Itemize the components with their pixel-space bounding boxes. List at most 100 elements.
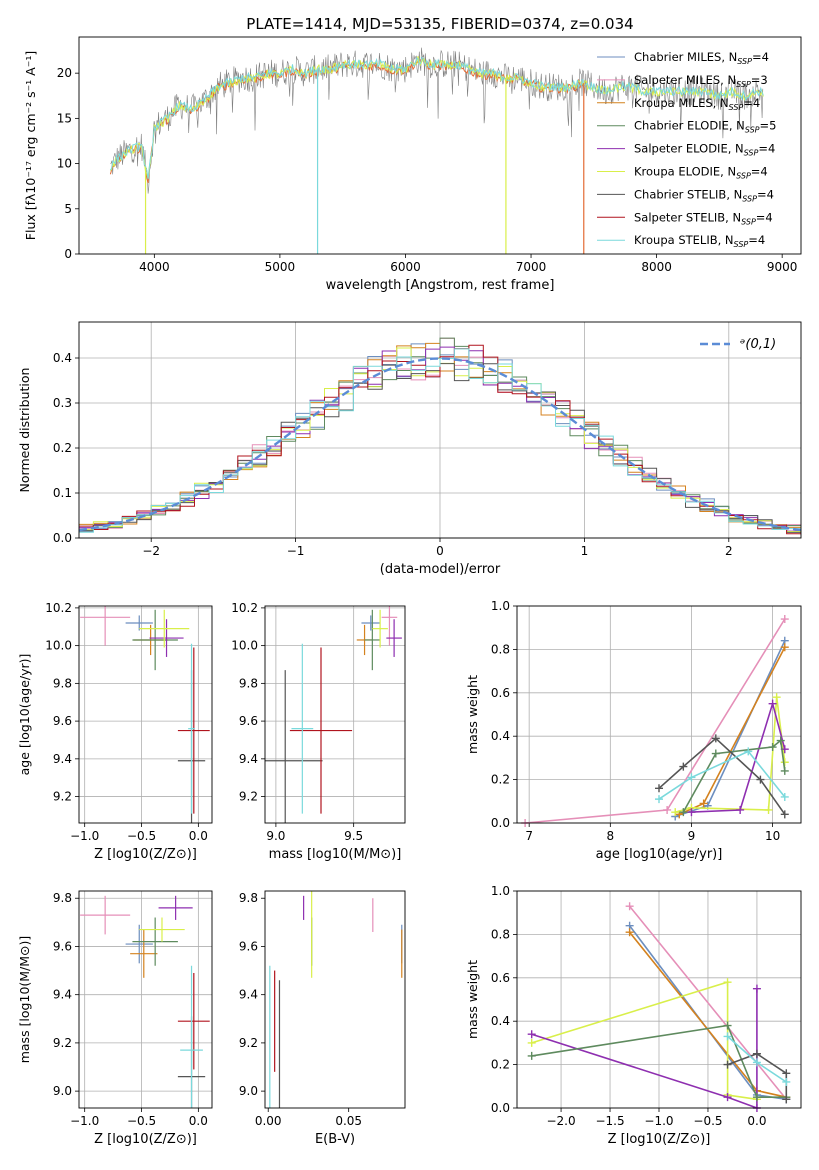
- data-point: [671, 808, 680, 817]
- figure-title: PLATE=1414, MJD=53135, FIBERID=0374, z=0…: [246, 15, 633, 33]
- y-tick-label: 0: [64, 247, 72, 261]
- x-tick-label: −1.0: [70, 1114, 99, 1128]
- y-tick-label: 0.2: [491, 773, 510, 787]
- mass_vs_ebv-axes: 0.00 0.05 9.0 9.2 9.4 9.6 9.8 E(B-V): [239, 890, 406, 1147]
- y-tick-label: 0.0: [491, 816, 510, 830]
- y-tick-label: 9.8: [239, 676, 258, 690]
- data-point: [723, 1093, 732, 1102]
- data-point: [687, 808, 696, 817]
- data-point: [625, 928, 634, 937]
- massweight-line: [531, 1024, 787, 1098]
- y-tick-label: 9.6: [53, 714, 72, 728]
- y-tick-label: 10.0: [231, 639, 258, 653]
- x-axis-label: Z [log10(Z/Z⊙)]: [608, 1132, 711, 1147]
- data-point: [782, 1077, 791, 1086]
- y-tick-label: 0.1: [53, 486, 72, 500]
- axes-frame: [516, 605, 802, 824]
- y-tick-label: 9.8: [53, 676, 72, 690]
- legend-text: =4: [757, 187, 774, 201]
- y-tick-label: 9.4: [53, 752, 72, 766]
- x-tick-label: 6000: [390, 260, 421, 274]
- y-tick-label: 0.8: [491, 642, 510, 656]
- legend-subscript: SSP: [734, 240, 749, 249]
- data-point: [752, 1058, 761, 1067]
- legend-text: =4: [743, 96, 760, 110]
- x-axis-label: Z [log10(Z/Z⊙)]: [94, 1132, 197, 1147]
- data-point: [711, 734, 720, 743]
- x-tick-label: −0.5: [127, 1114, 156, 1128]
- data-point: [723, 1060, 732, 1069]
- legend-text: =4: [758, 142, 775, 156]
- data-point: [768, 699, 777, 708]
- data-point: [780, 792, 789, 801]
- y-tick-label: 0.0: [53, 531, 72, 545]
- massweight-line: [531, 981, 758, 1101]
- x-tick-label: −1: [287, 544, 305, 558]
- y-tick-label: 9.2: [239, 1036, 258, 1050]
- data-point: [679, 808, 688, 817]
- legend-text: Salpeter STELIB, N: [634, 210, 741, 224]
- y-axis-label: mass weight: [465, 675, 480, 754]
- data-point: [679, 762, 688, 771]
- data-point: [756, 775, 765, 784]
- x-tick-label: 4000: [139, 260, 170, 274]
- y-tick-label: 9.6: [53, 939, 72, 953]
- spectrum-axes: 4000 5000 6000 7000 8000 9000 0 5 10 15 20 waveleng…: [23, 36, 802, 293]
- x-tick-label: −1.0: [70, 829, 99, 843]
- x-tick-label: 0: [436, 544, 444, 558]
- legend-text: Kroupa MILES, N: [634, 96, 729, 110]
- legend-text: =4: [752, 50, 769, 64]
- y-tick-label: 9.0: [239, 1084, 258, 1098]
- data-point: [780, 810, 789, 819]
- y-tick-label: 0.4: [491, 729, 510, 743]
- plot-layer: 4000 5000 6000 7000 8000 900005101520waveleng…: [17, 36, 802, 1147]
- y-tick-label: 10.2: [45, 601, 72, 615]
- y-axis-label: mass weight: [465, 960, 480, 1039]
- x-axis-label: age [log10(age/yr)]: [596, 847, 723, 862]
- y-axis-label: mass [log10(M/M⊙)]: [17, 936, 32, 1064]
- x-tick-label: −1.5: [595, 1114, 624, 1128]
- data-point: [663, 805, 672, 814]
- data-point: [699, 799, 708, 808]
- axes-frame: [264, 605, 406, 824]
- legend-text: =4: [751, 165, 768, 179]
- mass_vs_Z-axes: −1.0 −0.5 0.0 9.0 9.2 9.4 9.6 9.8 Z [log10(Z/Z⊙)…: [17, 890, 213, 1147]
- residuals-axes: −2 −1 0 1 2 0.0 0.1 0.2 0.3 0.4 (data-model)/error…: [17, 321, 802, 577]
- axes-frame: [264, 890, 406, 1109]
- y-tick-label: 0.0: [491, 1101, 510, 1115]
- y-tick-label: 9.4: [53, 988, 72, 1002]
- x-tick-label: 9: [688, 829, 696, 843]
- data-point: [782, 1095, 791, 1104]
- y-tick-label: 9.6: [239, 939, 258, 953]
- age_vs_Z-axes: −1.0 −0.5 0.0 9.2 9.4 9.6 9.8 10.0 10.2 Z [log10(…: [17, 601, 213, 862]
- y-tick-label: 10.0: [45, 639, 72, 653]
- data-point: [752, 1049, 761, 1058]
- legend-text: Salpeter ELODIE, N: [634, 142, 744, 156]
- x-axis-label: Z [log10(Z/Z⊙)]: [94, 847, 197, 862]
- x-tick-label: 8: [606, 829, 614, 843]
- data-point: [772, 693, 781, 702]
- data-point: [780, 766, 789, 775]
- y-tick-label: 9.8: [239, 891, 258, 905]
- legend-subscript: SSP: [736, 80, 751, 89]
- histogram-series: [79, 348, 801, 533]
- y-tick-label: 1.0: [491, 884, 510, 898]
- legend-text: Chabrier MILES, N: [634, 50, 737, 64]
- x-tick-label: 0.00: [255, 1114, 282, 1128]
- x-tick-label: 2: [725, 544, 733, 558]
- legend-entry: Salpeter STELIB, NSSP=4: [634, 210, 773, 226]
- data-point: [752, 1093, 761, 1102]
- y-tick-label: 0.4: [491, 1014, 510, 1028]
- axes-frame: [516, 890, 802, 1109]
- legend-entry: Salpeter MILES, NSSP=3: [634, 73, 768, 89]
- y-tick-label: 20: [57, 66, 72, 80]
- data-point: [655, 795, 663, 804]
- y-tick-label: 0.3: [53, 396, 72, 410]
- data-point: [527, 1051, 536, 1060]
- y-axis-label: age [log10(age/yr)]: [17, 654, 32, 776]
- data-point: [723, 1021, 732, 1030]
- massweight_vs_age-axes: 7 8 9 10 0.0 0.2 0.4 0.6 0.8 1.0 age [log10(age/yr…: [465, 599, 802, 862]
- y-tick-label: 0.6: [491, 686, 510, 700]
- x-tick-label: 1: [581, 544, 589, 558]
